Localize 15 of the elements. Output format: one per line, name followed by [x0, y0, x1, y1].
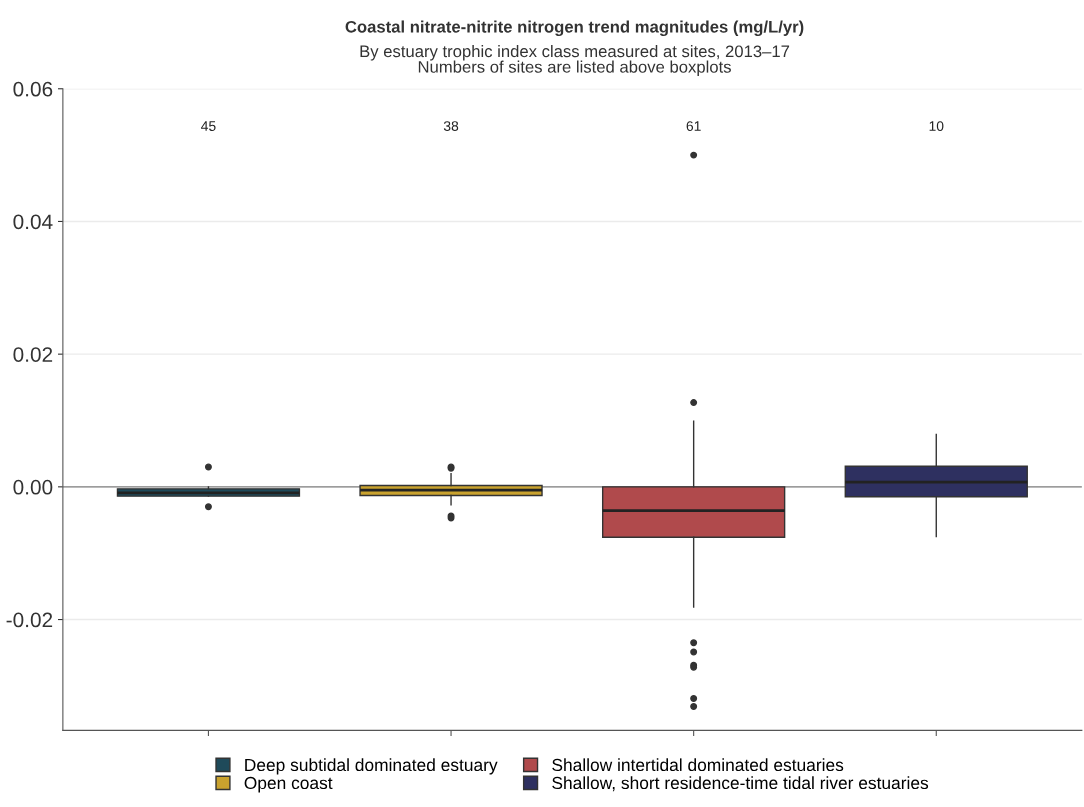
- annotation: 38: [443, 121, 459, 131]
- chart-title: Coastal nitrate-nitrite nitrogen trend magnitudes (mg/L/yr): [345, 20, 804, 37]
- y-tick-label: -0.02: [6, 612, 53, 628]
- chart-subtitle: By estuary trophic index class measured at sites, 2013–17 Numbers of sites are listed above boxplots: [360, 44, 790, 77]
- y-tick-label: 0.02: [13, 347, 53, 362]
- annotation: 61: [686, 121, 701, 131]
- legend-label: Open coast: [244, 776, 333, 793]
- y-tick-label: 0.06: [13, 81, 53, 97]
- y-tick-label: 0.00: [13, 479, 53, 495]
- legend-label: Shallow intertidal dominated estuaries: [552, 758, 844, 772]
- annotation: 10: [929, 121, 944, 131]
- y-tick-label: 0.04: [13, 214, 53, 230]
- legend-label: Shallow, short residence-time tidal river estuaries: [552, 776, 929, 792]
- legend-label: Deep subtidal dominated estuary: [245, 758, 498, 775]
- annotation: 45: [201, 121, 216, 131]
